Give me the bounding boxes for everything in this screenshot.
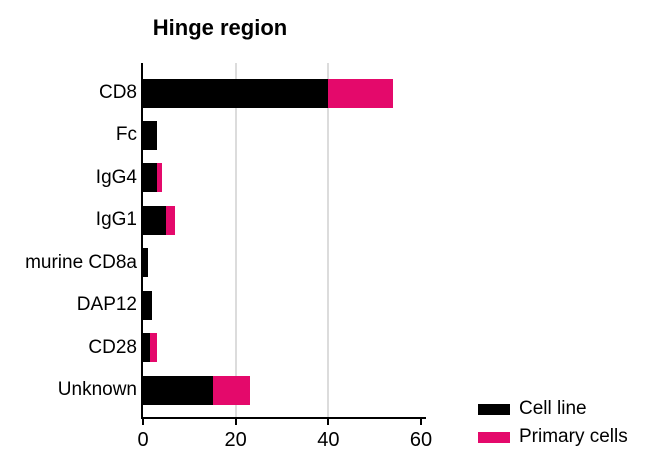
- bar-segment-cell-line: [143, 205, 167, 235]
- bar-segment-cell-line: [143, 163, 157, 193]
- x-tick-mark-0: [142, 419, 144, 425]
- x-tick-label-40: 40: [317, 429, 340, 451]
- x-tick-label-0: 0: [137, 429, 149, 451]
- legend-row-cell-line: Cell line: [478, 395, 628, 423]
- x-tick-mark-20: [234, 419, 237, 425]
- chart-title: Hinge region: [152, 15, 288, 40]
- primary-cells-swatch-icon: [478, 431, 510, 443]
- category-label: murine CD8a: [25, 251, 137, 273]
- x-tick-label-60: 60: [409, 429, 433, 451]
- x-tick-mark-40: [327, 419, 330, 425]
- x-tick-mark-60: [420, 419, 422, 425]
- x-tick-label-20: 20: [224, 429, 247, 451]
- bar-segment-cell-line: [143, 78, 329, 108]
- bar-segment-primary-cells: [328, 78, 394, 108]
- category-label: CD28: [88, 336, 137, 358]
- gridline-x-20: [234, 63, 237, 417]
- bar-segment-cell-line: [143, 333, 150, 363]
- bar-segment-primary-cells: [212, 375, 250, 405]
- category-label: Unknown: [57, 379, 137, 400]
- bar-segment-cell-line: [143, 290, 153, 320]
- bar-segment-cell-line: [143, 120, 157, 150]
- category-label: CD8: [98, 82, 137, 103]
- y-axis-line: [141, 63, 143, 419]
- legend-row-primary-cells: Primary cells: [478, 423, 628, 451]
- legend-label-cell-line: Cell line: [519, 398, 587, 419]
- legend-label-primary-cells: Primary cells: [519, 426, 628, 447]
- category-label: Fc: [115, 124, 137, 146]
- legend: Cell line Primary cells: [478, 395, 628, 451]
- cell-line-swatch-icon: [478, 403, 510, 415]
- bar-segment-cell-line: [143, 248, 148, 278]
- category-label: IgG1: [95, 209, 137, 231]
- bar-segment-primary-cells: [166, 205, 176, 235]
- bar-segment-primary-cells: [156, 163, 162, 193]
- bar-segment-primary-cells: [149, 333, 157, 363]
- x-axis-line: [141, 417, 426, 419]
- gridline-x-40: [327, 63, 330, 417]
- category-label: IgG4: [95, 166, 137, 188]
- category-label: DAP12: [76, 294, 137, 316]
- bar-segment-cell-line: [143, 375, 213, 405]
